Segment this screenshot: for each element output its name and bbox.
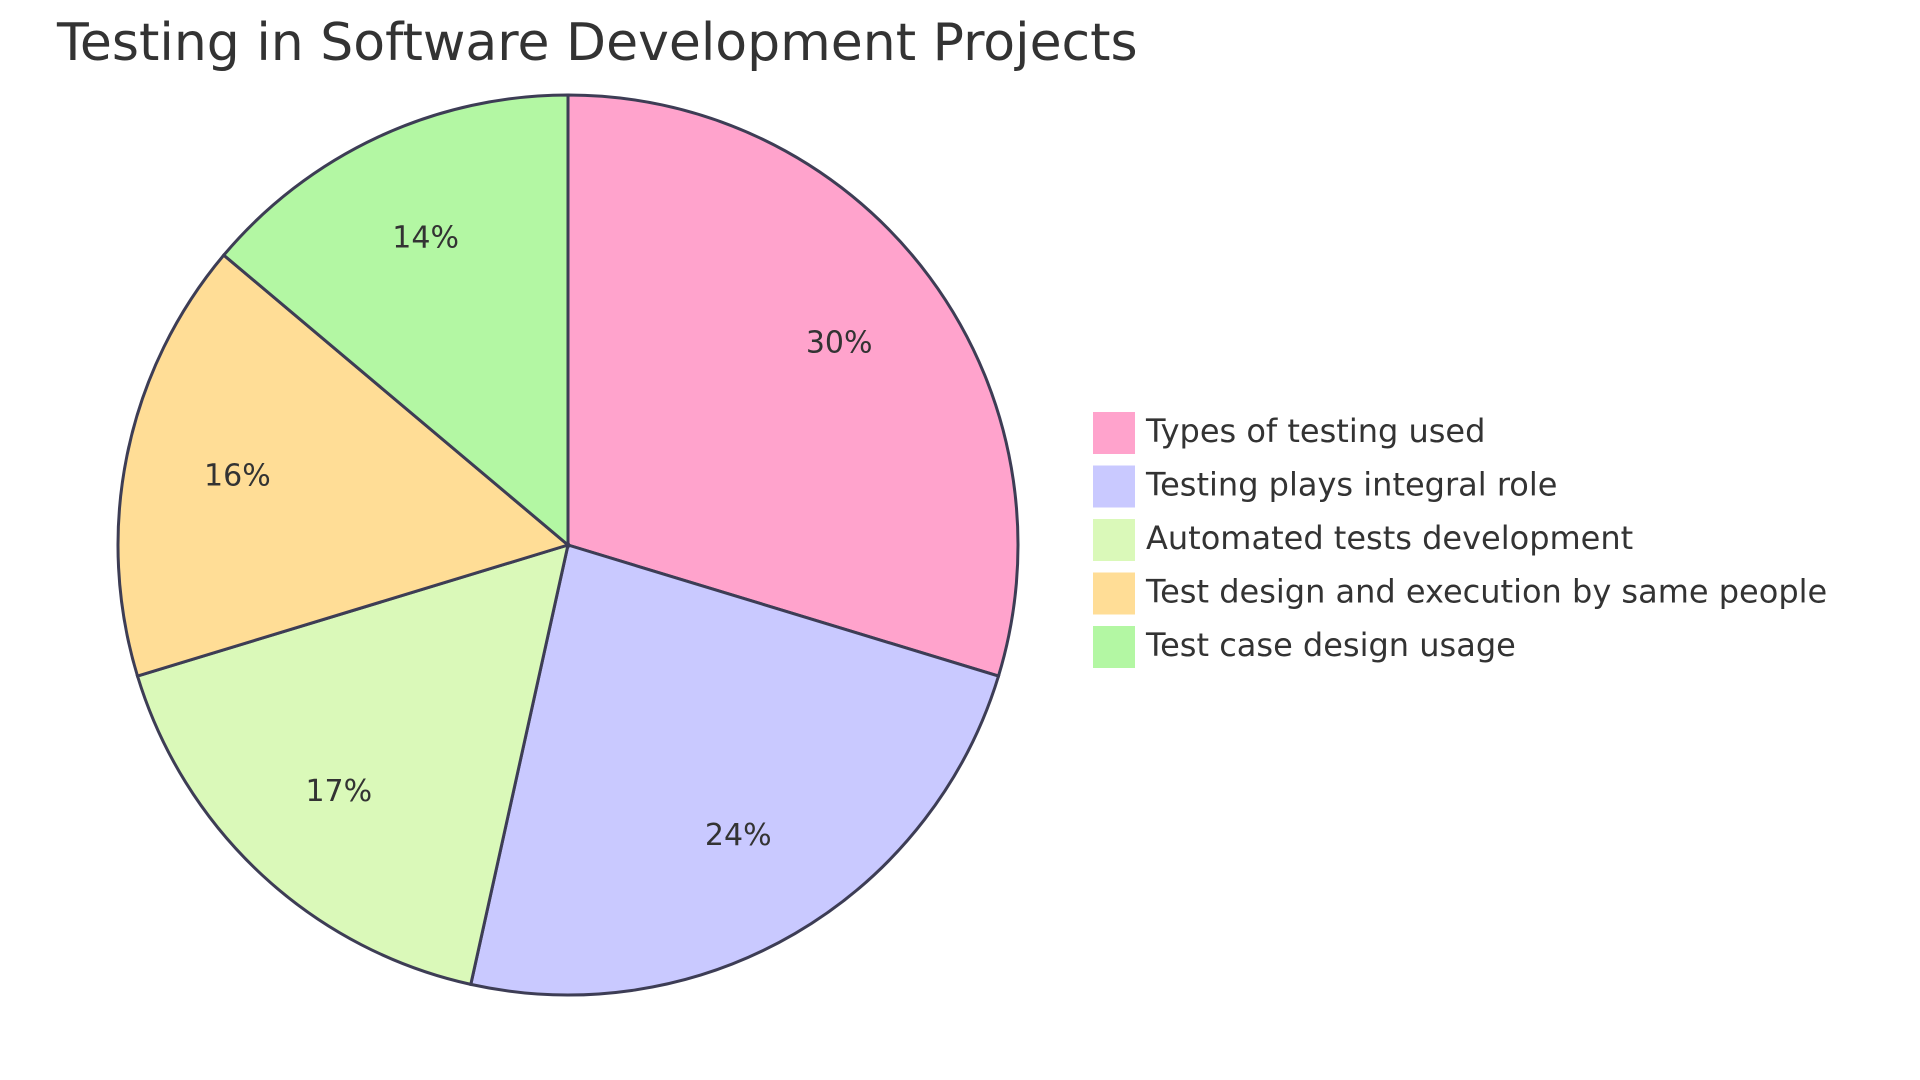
- pie-slice-1: [566, 93, 1020, 678]
- legend-swatch-1: [1091, 410, 1137, 456]
- slice-labels: 30% 24% 17% 16% 14%: [204, 220, 872, 852]
- legend-label-2: Testing plays integral role: [1145, 466, 1557, 504]
- pie-slice-2: [469, 543, 1001, 997]
- legend-swatch-3: [1091, 517, 1137, 563]
- legend-label-5: Test case design usage: [1145, 626, 1516, 664]
- slice-label-5: 14%: [392, 220, 459, 255]
- legend-label-1: Types of testing used: [1145, 412, 1485, 450]
- pie-slice-5: [221, 93, 570, 549]
- chart-title: Testing in Software Development Projects: [56, 13, 1138, 73]
- legend-label-3: Automated tests development: [1146, 519, 1633, 557]
- legend-swatch-2: [1091, 463, 1137, 510]
- slice-label-1: 30%: [806, 326, 873, 361]
- pie-slice-4: [116, 253, 572, 678]
- slice-label-3: 17%: [305, 774, 372, 809]
- legend: Types of testing used Testing plays integ…: [1091, 410, 1827, 670]
- slice-label-4: 16%: [204, 459, 271, 494]
- legend-swatch-5: [1091, 624, 1137, 670]
- legend-swatch-4: [1091, 570, 1137, 617]
- legend-label-4: Test design and execution by same people: [1145, 573, 1827, 611]
- pie-slices: [116, 93, 1020, 997]
- slice-label-2: 24%: [705, 818, 772, 853]
- pie-slice-3: [135, 542, 571, 987]
